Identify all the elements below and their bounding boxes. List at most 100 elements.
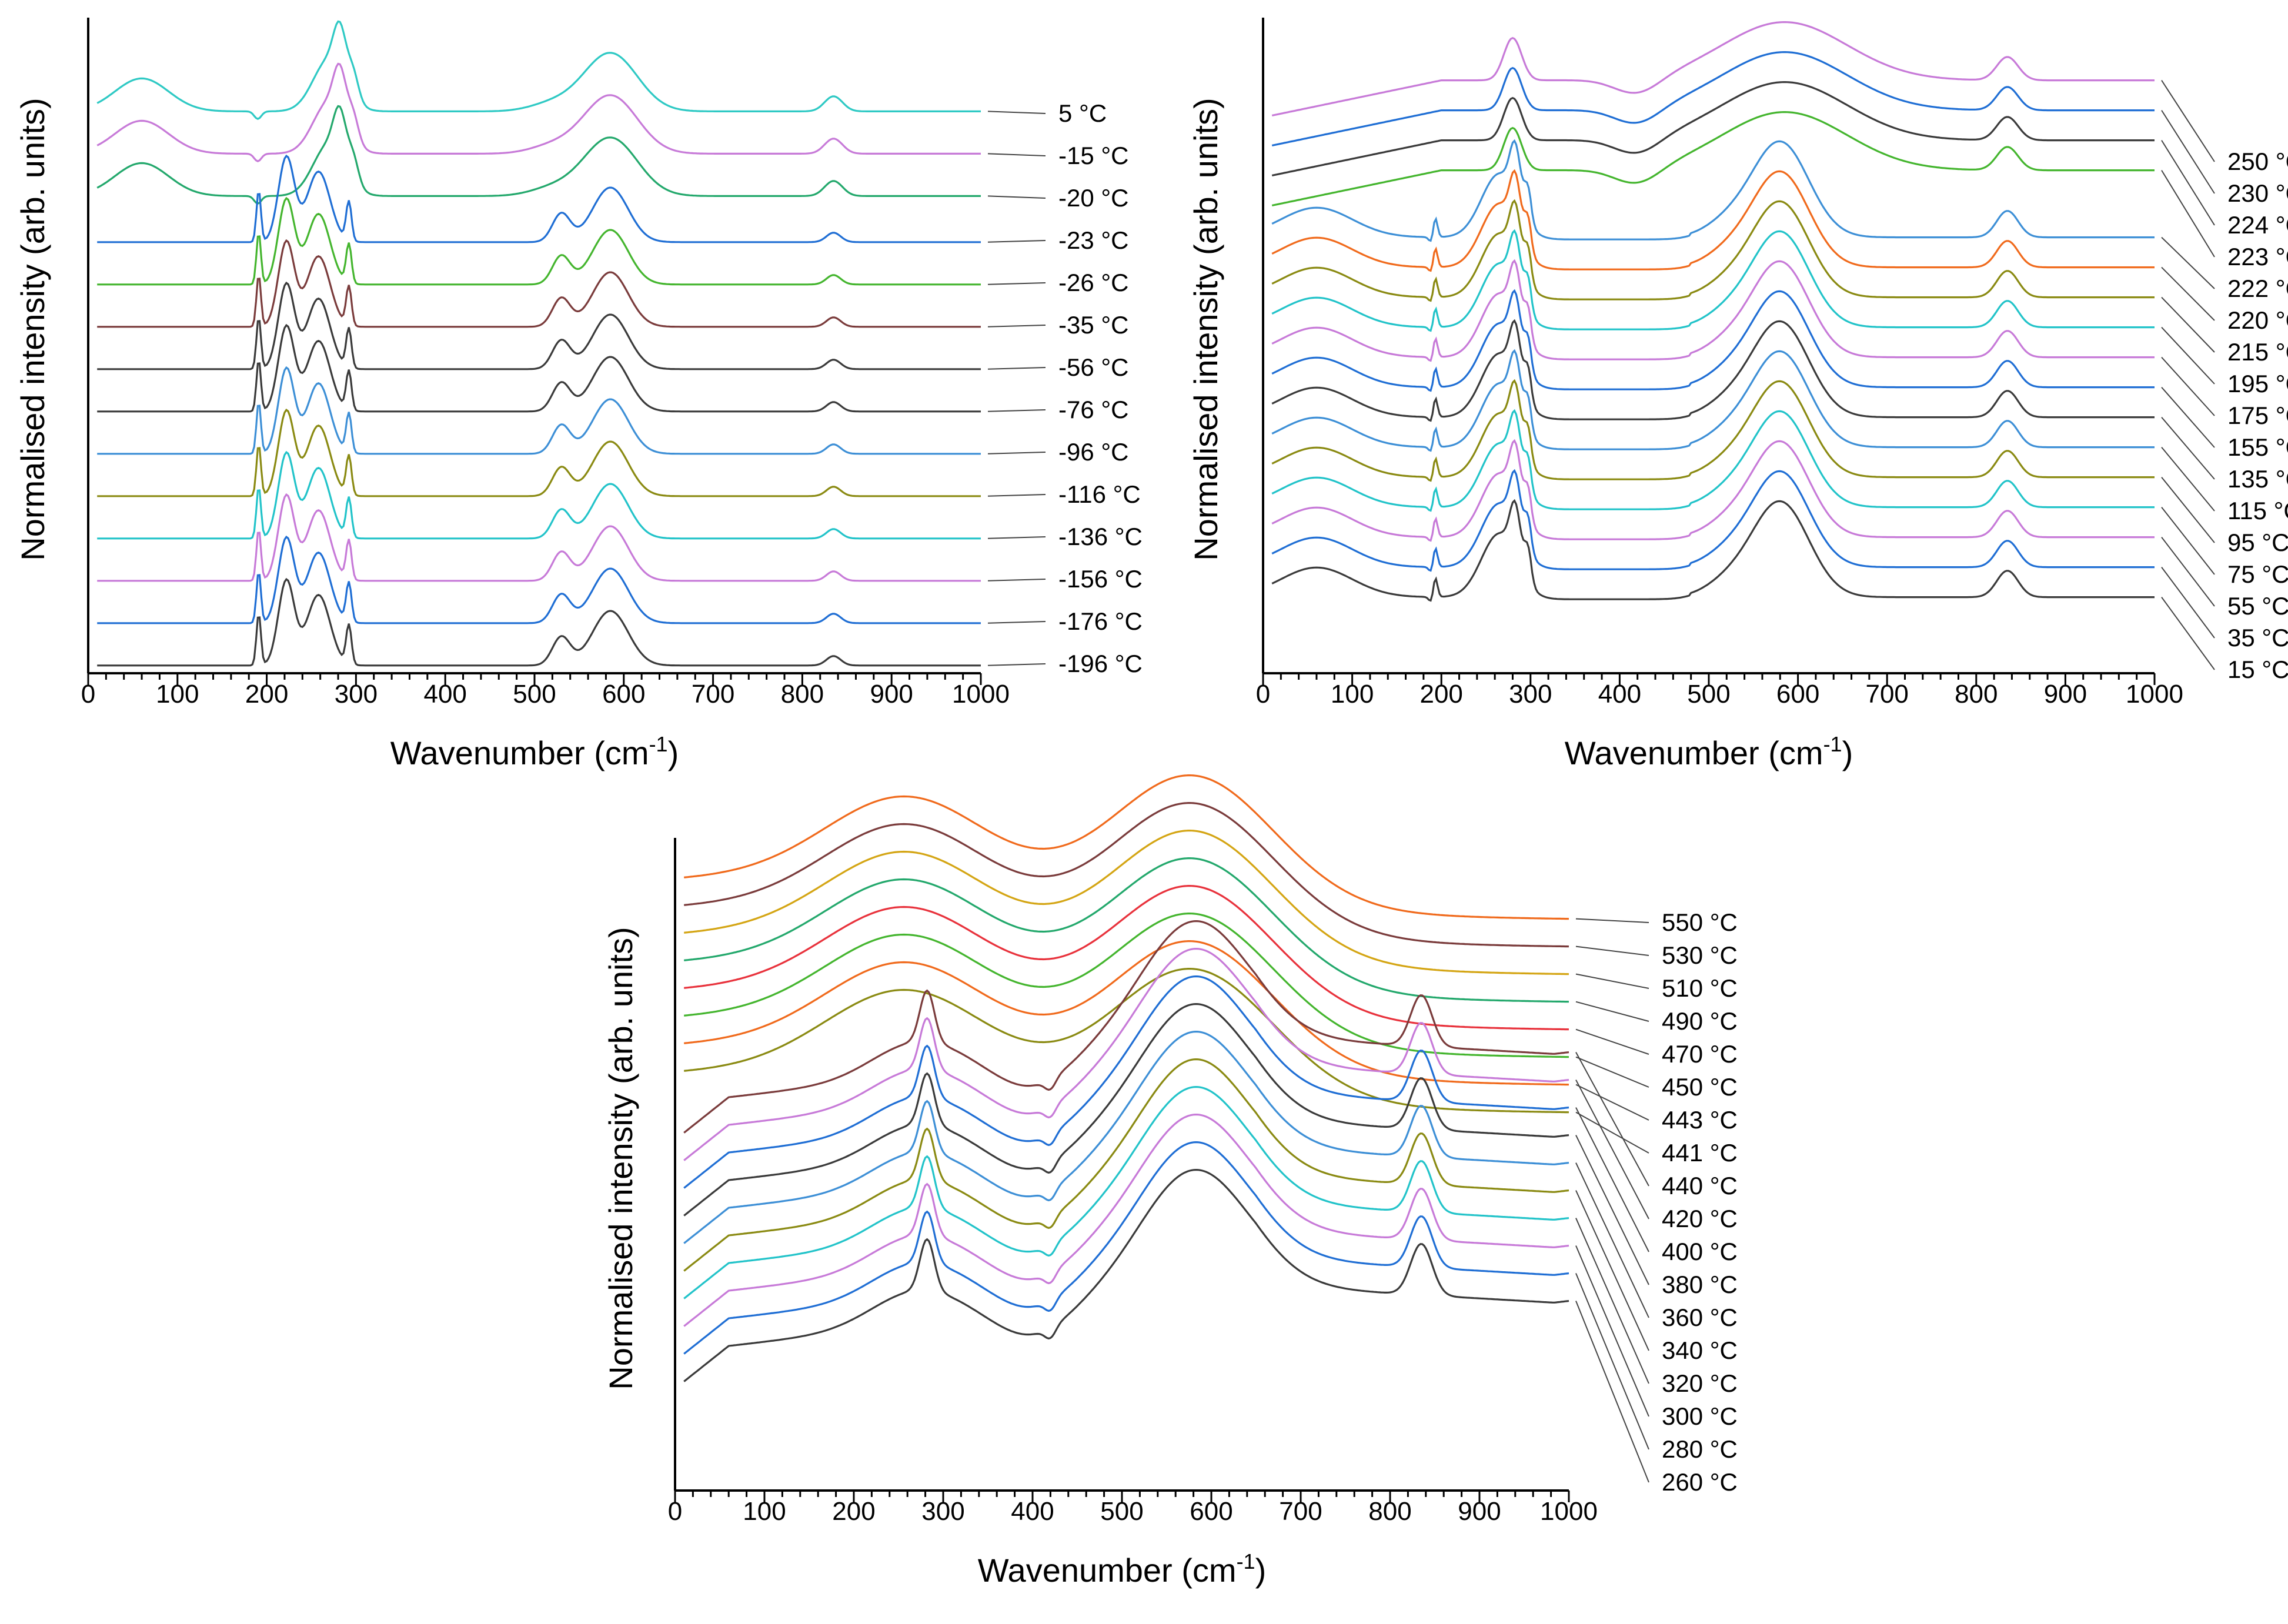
temperature-label: 260 °C [1662,1468,1738,1496]
temperature-label: 443 °C [1662,1106,1738,1134]
label-leader-line [2161,356,2215,416]
temperature-label: -196 °C [1058,650,1143,677]
label-leader-line [2161,236,2215,289]
temperature-label: 550 °C [1662,908,1738,936]
x-tick-label: 800 [781,680,824,709]
label-leader-line [1575,1052,1649,1187]
temperature-label: 250 °C [2227,148,2288,175]
x-tick-label: 400 [1011,1497,1054,1526]
label-leader-line [987,494,1046,497]
x-tick-label: 0 [81,680,95,709]
temperature-label: -15 °C [1058,142,1129,169]
label-leader-line [987,240,1046,243]
spectrum-line [683,1003,1569,1217]
y-axis-label: Normalised intensity (arb. units) [1187,98,1224,560]
temperature-label: -156 °C [1058,565,1143,593]
spectrum-line [683,1114,1569,1327]
label-leader-line [2161,446,2215,512]
spectrum-line [1271,499,2155,602]
temperature-label: 510 °C [1662,974,1738,1002]
label-leader-line [987,663,1046,666]
panel-high-temperature: 0 100 200 300 400 500 600 700 800 900 1000 Wavenumb… [602,774,1738,1589]
spectrum-line [1271,169,2155,272]
temperature-label: 115 °C [2227,497,2288,524]
label-leader-line [1575,1273,1649,1450]
label-leader-line [2161,506,2215,575]
x-tick-label: 1000 [952,680,1010,709]
spectrum-line [684,857,1569,1003]
spectrum-line [683,948,1569,1161]
temperature-label: 280 °C [1662,1435,1738,1463]
x-tick-label: 800 [1368,1497,1411,1526]
temperature-label: 135 °C [2227,465,2288,493]
temperature-label: 175 °C [2227,402,2288,429]
temperature-label: 300 °C [1662,1402,1738,1430]
spectrum-line [1271,111,2155,206]
x-tick-label: 200 [1419,680,1462,709]
label-leader-line [2161,140,2215,226]
label-leader-line [1575,1111,1649,1154]
spectrum-line [97,323,981,413]
spectrum-line [1271,379,2155,482]
temperature-label: 490 °C [1662,1007,1738,1035]
spectrum-line [683,1058,1569,1272]
spectrum-line [684,802,1569,948]
label-leader-line [2161,476,2215,543]
x-tick-label: 600 [1776,680,1819,709]
x-tick-label: 300 [335,680,378,709]
label-leader-line [1575,1001,1649,1022]
spectrum-line [683,1169,1569,1382]
spectrum-line [1271,229,2155,332]
y-axis-label: Normalised intensity (arb. units) [14,98,51,560]
label-leader-line [2161,170,2215,258]
x-tick-label: 1000 [1540,1497,1598,1526]
label-leader-line [1575,1218,1649,1384]
temperature-label: 224 °C [2227,211,2288,239]
spectrum-line [683,1141,1569,1355]
spectrum-line [684,774,1569,920]
label-leader-line [1575,1028,1649,1055]
temperature-label: 215 °C [2227,338,2288,366]
temperature-label: 75 °C [2227,560,2288,588]
temperature-label: 400 °C [1662,1238,1738,1265]
x-tick-label: 700 [1865,680,1908,709]
x-tick-label: 500 [1687,680,1730,709]
label-leader-line [2161,266,2215,321]
temperature-label: 15 °C [2227,656,2288,683]
label-leader-line [987,153,1046,156]
x-tick-label: 1000 [2126,680,2183,709]
label-leader-line [2161,326,2215,385]
x-tick-label: 900 [1458,1497,1501,1526]
spectrum-line [97,196,981,286]
spectrum-line [97,493,981,582]
label-leader-line [2161,536,2215,607]
label-leader-line [1575,1135,1649,1285]
spectrum-line [1271,199,2155,302]
x-tick-label: 300 [921,1497,964,1526]
label-leader-line [2161,597,2215,670]
label-leader-line [1575,945,1649,956]
temperature-label: -56 °C [1058,353,1129,381]
temperature-label: 340 °C [1662,1336,1738,1364]
label-leader-line [2161,80,2215,162]
temperature-label: 5 °C [1058,99,1107,127]
label-leader-line [1575,1190,1649,1351]
temperature-label: 470 °C [1662,1040,1738,1068]
label-leader-line [2161,567,2215,639]
spectrum-line [96,20,981,120]
spectrum-line [1271,21,2155,116]
temperature-label: -23 °C [1058,226,1129,254]
spectrum-line [97,154,981,243]
spectrum-line [1271,289,2155,392]
label-leader-line [987,325,1046,328]
label-leader-line [987,195,1046,199]
spectrum-line [1271,139,2155,242]
temperature-label: 95 °C [2227,529,2288,556]
panel-low-temperature: 0 100 200 300 400 500 600 700 800 900 1000 Wavenumb… [14,18,1143,771]
temperature-label: 440 °C [1662,1172,1738,1199]
x-axis-label: Wavenumber (cm-1) [978,1549,1266,1589]
temperature-label: 35 °C [2227,624,2288,651]
x-tick-label: 0 [1256,680,1270,709]
label-leader-line [987,621,1046,624]
x-tick-label: 100 [743,1497,786,1526]
